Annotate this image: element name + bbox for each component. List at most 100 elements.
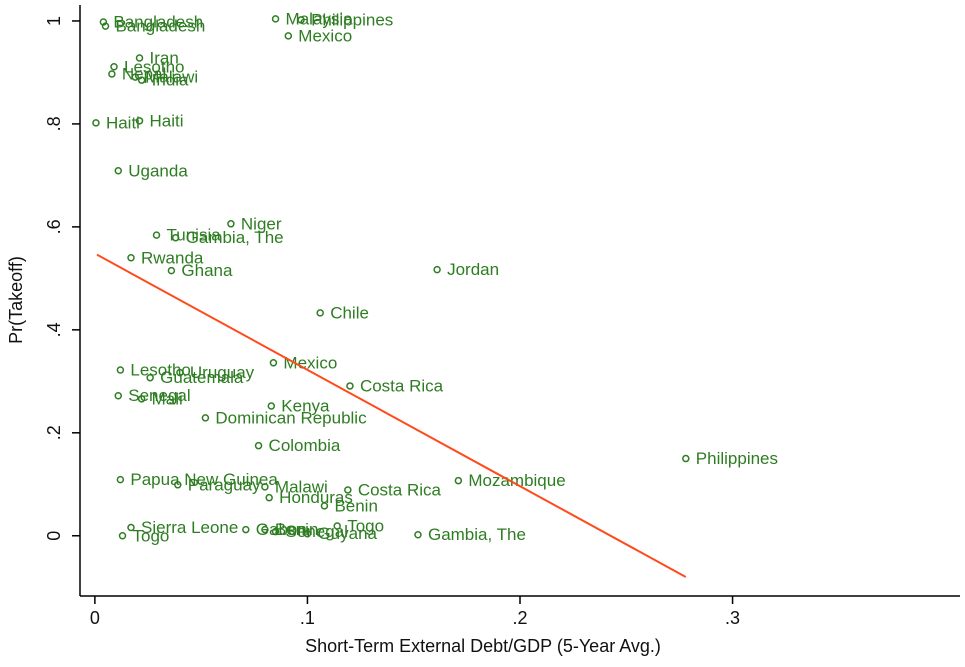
point <box>137 76 146 84</box>
y-tick-label: .8 <box>44 116 64 131</box>
point <box>346 382 354 390</box>
point <box>176 368 184 377</box>
x-tick-label: .3 <box>725 608 740 628</box>
point-label: Ghana <box>181 261 233 280</box>
point <box>101 22 110 30</box>
point-label: Malaysia <box>286 9 354 28</box>
point <box>261 483 269 491</box>
y-tick-label: .4 <box>44 322 64 337</box>
point <box>118 532 127 540</box>
point <box>171 233 180 242</box>
point <box>344 486 352 494</box>
point <box>269 359 278 367</box>
point-label: Jordan <box>447 260 499 279</box>
point-label: Papua New Guinea <box>130 470 278 489</box>
point-label: Paraguay <box>188 475 261 494</box>
y-tick-label: .2 <box>44 425 64 440</box>
point <box>116 366 125 374</box>
point-label: Costa Rica <box>360 376 444 395</box>
point-label: Lesotho <box>130 360 191 379</box>
point-label: Chile <box>330 303 369 322</box>
point-label: Sierra Leone <box>141 518 238 537</box>
point <box>114 391 123 400</box>
point <box>414 530 422 539</box>
point <box>254 441 263 450</box>
point-label: Niger <box>241 214 282 233</box>
point <box>333 522 341 530</box>
point <box>265 493 273 502</box>
point <box>152 231 161 239</box>
point-label: Haiti <box>150 111 184 130</box>
fit-line <box>96 253 687 578</box>
point-label: Haiti <box>106 113 140 132</box>
point <box>135 54 144 62</box>
point <box>116 475 125 484</box>
x-tick-label: .2 <box>512 608 527 628</box>
point-label: Bangladesh <box>116 17 206 36</box>
point-label: Uruguay <box>190 363 255 382</box>
point <box>682 454 690 463</box>
point <box>271 15 280 23</box>
y-tick-label: .6 <box>44 219 64 234</box>
point <box>201 414 210 422</box>
point <box>454 476 463 485</box>
point <box>135 117 144 125</box>
point <box>110 63 118 71</box>
point <box>303 529 312 538</box>
point-label: Malawi <box>145 68 198 87</box>
point <box>284 32 293 40</box>
point <box>242 525 250 534</box>
point-label: Colombia <box>269 436 341 455</box>
point-label: Mozambique <box>468 471 565 490</box>
point <box>267 402 276 410</box>
point-label: Philippines <box>696 449 778 468</box>
point-label: Togo <box>347 516 384 535</box>
x-axis-label: Short-Term External Debt/GDP (5-Year Avg… <box>305 636 661 656</box>
point <box>131 73 140 81</box>
point-label: Kenya <box>281 397 330 416</box>
point-label: Tunisia <box>167 226 222 245</box>
point-label: Iran <box>150 49 179 68</box>
point <box>167 266 176 275</box>
y-axis-label: Pr(Takeoff) <box>6 256 26 344</box>
point-label: Mexico <box>298 26 352 45</box>
point-label: Senegal <box>286 522 348 541</box>
point <box>227 220 235 228</box>
point-label: Gabon <box>256 520 307 539</box>
point <box>316 309 324 317</box>
point-label: Gambia, The <box>186 228 284 247</box>
point <box>297 16 305 24</box>
point <box>271 527 280 536</box>
point-label: Costa Rica <box>358 480 442 499</box>
point <box>320 502 329 510</box>
point <box>127 254 135 262</box>
point-label: Mexico <box>283 353 337 372</box>
y-tick-label: 1 <box>44 16 64 26</box>
point <box>137 395 146 403</box>
point <box>146 373 154 382</box>
point-label: Mali <box>152 389 183 408</box>
point-label: Dominican Republic <box>215 408 367 427</box>
point-label: Rwanda <box>141 248 204 267</box>
point-label: Bangladesh <box>113 12 203 31</box>
point <box>174 481 182 489</box>
point-label: Gambia, The <box>428 525 526 544</box>
point-label: Philippines <box>311 10 393 29</box>
point-label: Benin <box>334 496 377 515</box>
x-tick-label: .1 <box>300 608 315 628</box>
point <box>92 119 100 127</box>
point-label: Lesotho <box>124 57 185 76</box>
point <box>261 525 269 534</box>
point-label: Honduras <box>279 488 353 507</box>
point <box>433 265 441 274</box>
y-tick-label: 0 <box>44 531 64 541</box>
point-label: Guyana <box>317 524 377 543</box>
point-label: Benin <box>275 520 318 539</box>
point-label: Malawi <box>275 477 328 496</box>
point-label: Guatemala <box>160 368 244 387</box>
point-label: India <box>152 71 189 90</box>
point <box>127 523 135 532</box>
point <box>108 70 116 78</box>
point-label: Uganda <box>128 161 188 180</box>
